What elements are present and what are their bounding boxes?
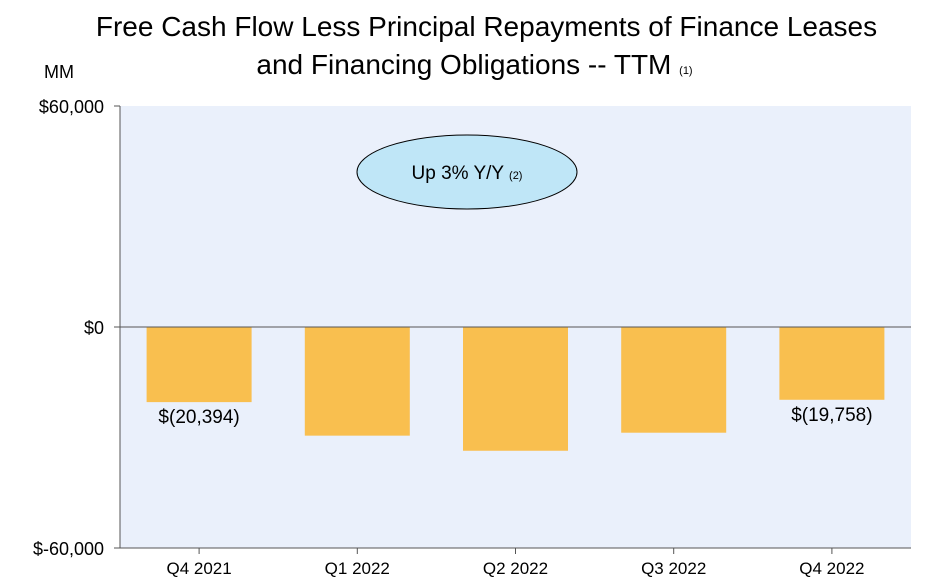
annotation-text: Up 3% Y/Y (2)	[412, 163, 523, 184]
annotation-footnote: (2)	[509, 170, 522, 182]
annotation-ellipse	[356, 134, 578, 210]
chart-title-line2: and Financing Obligations -- TTM (1)	[256, 49, 693, 80]
y-axis-unit-label: MM	[44, 62, 74, 82]
y-tick-label: $60,000	[39, 97, 104, 117]
x-tick-label: Q4 2022	[799, 559, 864, 578]
bar	[463, 327, 568, 451]
bar	[146, 327, 252, 403]
y-tick-label: $0	[84, 318, 104, 338]
x-tick-label: Q2 2022	[483, 559, 548, 578]
x-tick-label: Q1 2022	[325, 559, 390, 578]
bar	[621, 327, 727, 433]
y-tick-label: $-60,000	[33, 539, 104, 559]
x-tick-label: Q4 2021	[166, 559, 231, 578]
bar-data-label: $(19,758)	[791, 405, 872, 426]
x-tick-label: Q3 2022	[641, 559, 706, 578]
bar	[779, 327, 885, 400]
bar	[304, 327, 410, 436]
annotation-main-text: Up 3% Y/Y	[412, 163, 510, 184]
chart-title-line1: Free Cash Flow Less Principal Repayments…	[95, 11, 878, 42]
title-footnote: (1)	[679, 65, 693, 77]
bar-data-label: $(20,394)	[158, 407, 239, 428]
